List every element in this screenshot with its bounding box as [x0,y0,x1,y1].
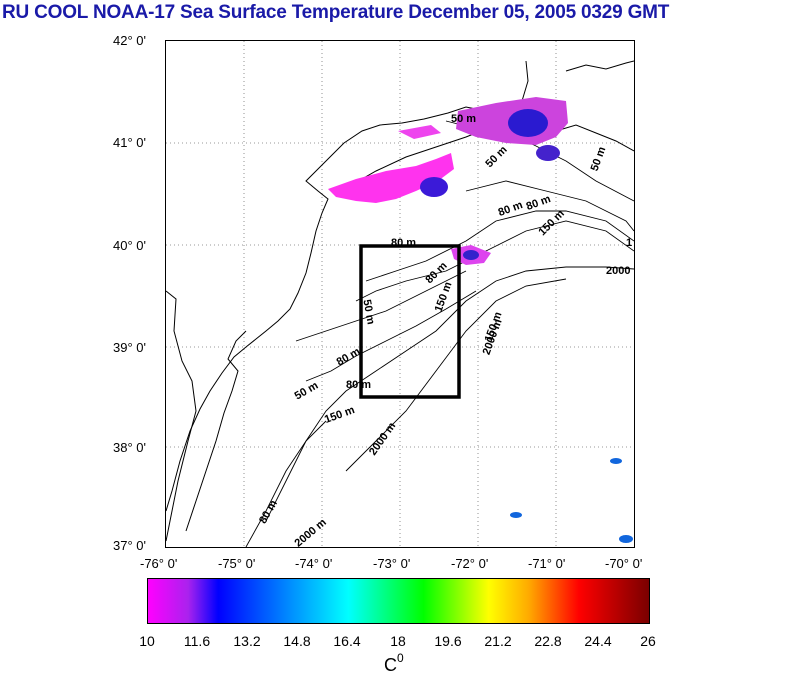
lat-label-38: 38° 0' [113,440,146,455]
colorbar [147,578,650,624]
colorbar-tick: 16.4 [333,633,361,649]
colorbar-tick: 10 [139,633,155,649]
colorbar-tick: 26 [640,633,656,649]
lat-label-41: 41° 0' [113,135,146,150]
lat-label-39: 39° 0' [113,340,146,355]
lon-label-75: -75° 0' [218,556,256,571]
lon-label-76: -76° 0' [140,556,178,571]
colorbar-tick: 13.2 [233,633,261,649]
lat-label-42: 42° 0' [113,33,146,48]
colorbar-tick: 21.2 [484,633,512,649]
colorbar-tick: 11.6 [183,633,211,649]
study-area-box [359,244,461,399]
colorbar-unit: C0 [384,651,404,676]
map-canvas [166,41,634,547]
contour-label: 80 m [391,237,417,249]
unit-base: C [384,655,397,675]
lat-label-40: 40° 0' [113,238,146,253]
contour-label: 2000 [606,265,631,277]
sst-patches [328,97,633,543]
contour-label: 50 m [451,113,477,125]
sst-map: 50 m 50 m 50 m 80 m 80 m 150 m 150 m 80 … [165,40,635,548]
page-title: RU COOL NOAA-17 Sea Surface Temperature … [2,2,670,23]
contour-label: 80 m [346,379,372,391]
colorbar-tick: 14.8 [283,633,311,649]
colorbar-tick: 18 [390,633,406,649]
colorbar-tick: 19.6 [434,633,462,649]
unit-sup: 0 [397,651,404,665]
lat-label-37: 37° 0' [113,538,146,553]
lon-label-72: -72° 0' [451,556,489,571]
lon-label-70: -70° 0' [605,556,643,571]
lon-label-73: -73° 0' [373,556,411,571]
lon-label-71: -71° 0' [528,556,566,571]
colorbar-tick: 24.4 [584,633,612,649]
contour-label: 1 [626,237,633,249]
lon-label-74: -74° 0' [295,556,333,571]
colorbar-tick: 22.8 [534,633,562,649]
